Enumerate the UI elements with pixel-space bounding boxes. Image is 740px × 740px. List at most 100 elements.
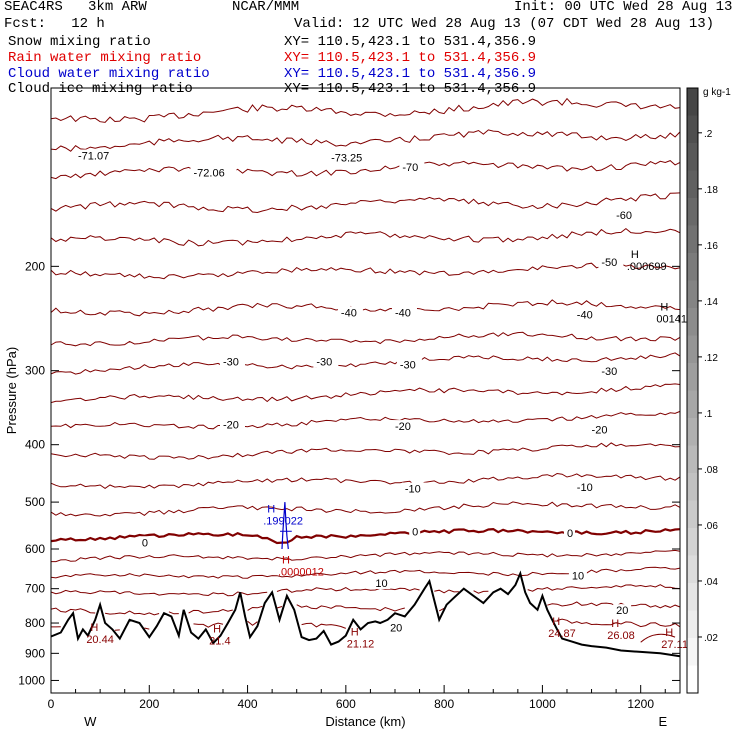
contour-line--30 [50,352,681,375]
colorbar-segment [687,115,698,144]
extremum-mark: H [631,249,639,261]
contour-line--50 [50,262,681,280]
x-tick-label: 1000 [529,697,556,711]
contour-label: 10 [572,570,584,582]
contour-line--30 [50,383,681,404]
y-tick-label: 500 [25,495,45,509]
contour-label-bg [588,423,614,436]
contour-label-bg [372,576,391,589]
contour-line--60 [50,192,681,214]
colorbar-segment [687,253,698,281]
field-label-cloud-ice: Cloud ice mixing ratio [8,81,193,97]
contour-label-bg [573,308,599,321]
extremum-mark: H [665,627,673,639]
field-xy-cloud-water: XY= 110.5,423.1 to 531.4,356.9 [284,66,537,82]
init-time: Init: 00 UTC Wed 28 Aug 13 [514,0,733,15]
contour-label: -72.06 [194,168,225,180]
colorbar-segment [687,308,698,336]
extremum-mark: H [213,624,221,636]
contour-label-bg [573,480,599,493]
colorbar-tick-label: .02 [704,633,718,644]
x-tick-label: 0 [48,697,55,711]
contour-label-bg [568,569,587,582]
colorbar-segment [687,473,698,501]
extremum-value: 21.12 [347,639,375,651]
contour-label-bg [328,151,375,164]
colorbar-tick-label: .12 [704,353,718,364]
extremum-mark: H [552,616,560,628]
contour-label-bg [598,255,624,268]
extremum-value: .000699 [627,261,667,273]
west-label: W [84,714,97,729]
contour-label: 20 [390,622,402,634]
colorbar-tick-label: .04 [704,577,718,588]
x-tick-label: 400 [238,697,258,711]
contour-label: -30 [223,357,239,369]
contour-line--60 [50,160,681,180]
field-xy-cloud-ice: XY= 110.5,423.1 to 531.4,356.9 [284,81,537,97]
contour-label-bg [387,621,406,634]
contour-label-bg [219,418,245,431]
contour-line--20 [50,442,681,460]
colorbar-segment [687,638,698,666]
contour-label: -30 [316,357,332,369]
extremum-mark: H [282,554,290,566]
contour-line--10 [50,472,681,490]
y-tick-label: 1000 [18,673,45,687]
field-xy-snow: XY= 110.5,423.1 to 531.4,356.9 [284,34,537,50]
extremum-mark: H [351,627,359,639]
contour-label: -40 [341,307,357,319]
field-xy-rain: XY= 110.5,423.1 to 531.4,356.9 [284,50,537,66]
colorbar-segment [687,665,698,694]
terrain-line [50,570,681,658]
colorbar-segment [687,363,698,391]
colorbar-tick-label: .16 [704,241,718,252]
colorbar-segment [687,583,698,611]
x-axis-label: Distance (km) [325,714,405,729]
field-label-rain: Rain water mixing ratio [8,50,202,66]
extremum-value: .199022 [263,515,303,527]
contour-line-20 [51,618,681,631]
colorbar-segment [687,88,698,116]
contour-label: -10 [577,482,593,494]
terrain-layer [50,570,681,658]
contour-label: -50 [601,257,617,269]
model-title: SEAC4RS 3km ARW [4,0,147,15]
colorbar-segment [687,500,698,529]
contour-label-bg [219,355,245,368]
valid-time: Valid: 12 UTC Wed 28 Aug 13 (07 CDT Wed … [294,16,715,32]
east-label: E [658,714,667,729]
y-tick-label: 900 [25,646,45,660]
colorbar-segment [687,170,698,199]
colorbar-tick-label: .08 [704,465,718,476]
contour-label-bg [613,208,639,221]
extremum-value: 26.08 [607,630,635,642]
contour-line--70 [50,97,681,123]
temperature-contours [50,97,681,631]
contour-line-20 [50,601,681,616]
contour-label: -71.07 [78,150,109,162]
contour-label: -70 [402,162,418,174]
contour-label-bg [598,365,624,378]
contour-line--40 [50,299,681,317]
contour-label-bg [391,420,417,433]
contour-line--10 [50,501,681,517]
contour-label: 0 [412,527,418,539]
colorbar-segment [687,225,698,254]
contour-label-bg [313,355,339,368]
colorbar-unit: g kg-1 [703,87,731,98]
warm-pocket-contour [640,633,676,643]
extremum-mark: H [611,618,619,630]
contour-label: -30 [400,359,416,371]
contour-line-10 [50,584,681,597]
y-tick-label: 200 [25,259,45,273]
contour-label-bg [399,160,425,173]
field-label-cloud-water: Cloud water mixing ratio [8,66,210,82]
colorbar-frame [686,87,699,694]
extremum-value: .0000012 [278,566,324,578]
contour-label: 10 [375,578,387,590]
contour-label: -20 [223,420,239,432]
mixing-ratio-contours [279,502,676,643]
